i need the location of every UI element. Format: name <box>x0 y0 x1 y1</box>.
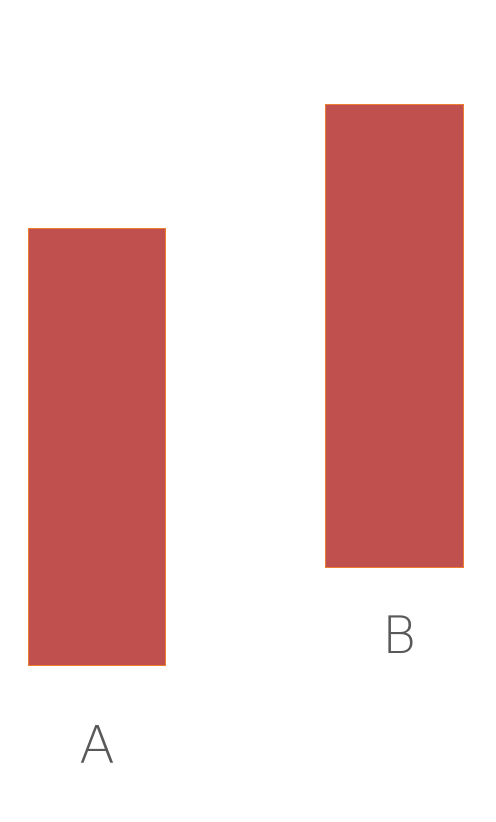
label-b: B <box>381 606 417 666</box>
block-a <box>28 228 166 666</box>
label-a: A <box>79 716 115 776</box>
block-b <box>325 104 464 568</box>
